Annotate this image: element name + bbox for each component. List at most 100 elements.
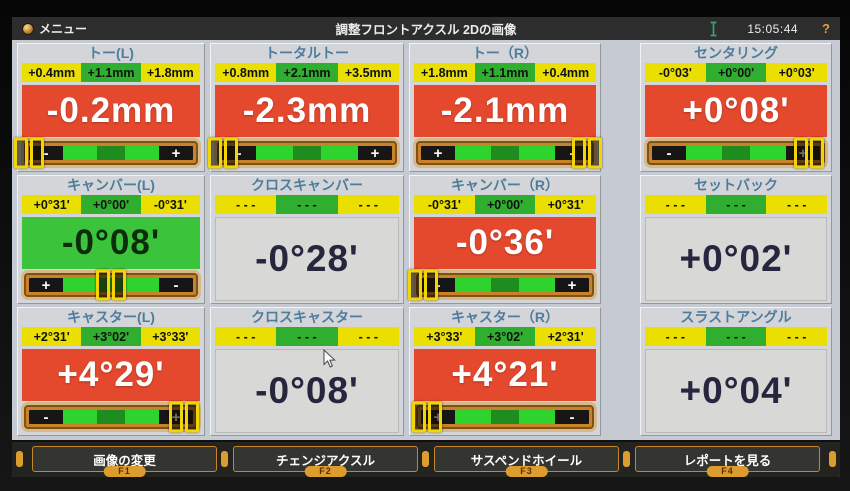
gauge-target-segment xyxy=(97,146,125,160)
measured-value: +0°04' xyxy=(645,349,827,433)
spec-low: - - - xyxy=(645,195,706,214)
gauge-position-indicator xyxy=(571,137,602,169)
spec-target: +1.1mm xyxy=(81,63,141,82)
spec-low: - - - xyxy=(215,195,277,214)
panel-title: キャスター（R） xyxy=(450,309,560,325)
measurement-panel: クロスキャンバー - - - - - - - - - -0°28' xyxy=(210,175,404,304)
panel-title: トー(L) xyxy=(88,45,134,61)
gauge-target-segment xyxy=(97,278,125,292)
header-right: 15:05:44 ? xyxy=(708,21,830,37)
spec-low: +0°31' xyxy=(22,195,82,214)
menu-label: メニュー xyxy=(39,22,88,36)
arrow-cursor-icon xyxy=(323,348,336,373)
gauge-position-indicator xyxy=(96,269,126,301)
spec-target: +2.1mm xyxy=(276,63,338,82)
measured-value: -2.1mm xyxy=(414,85,596,137)
function-button[interactable]: サスペンドホイール F3 xyxy=(422,446,619,477)
spec-target: +0°00' xyxy=(474,195,536,214)
gauge-green-segment xyxy=(63,146,97,160)
spec-high: +1.8mm xyxy=(140,63,200,82)
function-button-label: 画像の変更 xyxy=(93,453,156,468)
measured-value: -0°08' xyxy=(22,217,200,269)
spec-range-row: +3°33' +3°02' +2°31' xyxy=(414,327,597,346)
gauge-green-segment xyxy=(519,278,555,292)
measured-value: -0°08' xyxy=(215,349,399,433)
gauge-green-segment xyxy=(455,146,491,160)
gauge-green-segment xyxy=(750,146,786,160)
spec-low: -0°03' xyxy=(645,63,706,82)
globe-icon xyxy=(22,22,34,35)
spec-low: - - - xyxy=(215,327,277,346)
measurement-panel: キャンバー(L) +0°31' +0°00' -0°31' -0°08' + - xyxy=(17,175,205,304)
measured-value: +4°29' xyxy=(22,349,200,401)
gauge-track: + - xyxy=(29,278,193,292)
gauge-right-sign: + xyxy=(555,278,589,292)
gauge-green-segment xyxy=(455,410,491,424)
panel-title: キャスター(L) xyxy=(67,309,155,325)
spec-target: +3°02' xyxy=(81,327,141,346)
gauge-track: + - xyxy=(421,146,589,160)
gauge-target-segment xyxy=(491,410,519,424)
gauge-target-segment xyxy=(293,146,321,160)
spec-high: +3°33' xyxy=(140,327,200,346)
spec-target: - - - xyxy=(276,327,338,346)
spec-target: +3°02' xyxy=(474,327,536,346)
spec-target: +1.1mm xyxy=(474,63,536,82)
spec-low: +3°33' xyxy=(414,327,475,346)
function-button[interactable]: レポートを見る F4 xyxy=(623,446,820,477)
measured-value: -0.2mm xyxy=(22,85,200,137)
function-key-badge: F1 xyxy=(103,466,146,477)
function-button-label: チェンジアクスル xyxy=(275,453,375,468)
gauge-left-sign: - xyxy=(29,410,63,424)
spec-target: - - - xyxy=(276,195,338,214)
gauge-target-segment xyxy=(491,146,519,160)
gauge-position-indicator xyxy=(408,269,439,301)
spec-range-row: +0°31' +0°00' -0°31' xyxy=(22,195,200,214)
spec-high: - - - xyxy=(766,195,828,214)
alignment-app-screen: メニュー 調整フロントアクスル 2Dの画像 15:05:44 ? トー(L) +… xyxy=(12,17,840,477)
gauge-position-indicator xyxy=(794,137,825,169)
measurement-panel: トータルトー +0.8mm +2.1mm +3.5mm -2.3mm - + xyxy=(207,43,404,172)
measurement-panel: キャンバー（R） -0°31' +0°00' +0°31' -0°36' - + xyxy=(408,175,601,304)
spec-range-row: +0.8mm +2.1mm +3.5mm xyxy=(215,63,399,82)
spec-high: - - - xyxy=(337,327,399,346)
measurement-panel: トー（R） +1.8mm +1.1mm +0.4mm -2.1mm + - xyxy=(409,43,602,172)
gauge-target-segment xyxy=(97,410,125,424)
gauge-position-indicator xyxy=(207,137,238,169)
panel-title: クロスキャスター xyxy=(251,309,363,325)
spec-low: +2°31' xyxy=(22,327,82,346)
gauge-target-segment xyxy=(491,278,519,292)
gauge-right-sign: - xyxy=(159,278,193,292)
function-key-badge: F3 xyxy=(505,466,548,477)
spec-range-row: - - - - - - - - - xyxy=(215,195,399,214)
gauge-green-segment xyxy=(125,410,159,424)
function-button[interactable]: 画像の変更 F1 xyxy=(32,446,217,477)
gauge-right-sign: + xyxy=(159,146,193,160)
gauge-right-sign: + xyxy=(159,410,193,424)
function-button-label: サスペンドホイール xyxy=(470,453,583,468)
gauge-track: - + xyxy=(29,146,193,160)
measured-value: +0°08' xyxy=(645,85,827,137)
gauge-left-sign: - xyxy=(652,146,686,160)
gauge-left-sign: + xyxy=(29,278,63,292)
measurement-panel: クロスキャスター - - - - - - - - - -0°08' xyxy=(210,307,404,436)
gauge-green-segment xyxy=(63,410,97,424)
spec-high: +3.5mm xyxy=(337,63,399,82)
spec-high: - - - xyxy=(337,195,399,214)
gauge-green-segment xyxy=(519,410,555,424)
gauge-position-indicator xyxy=(411,401,442,433)
adjustment-gauge: + - xyxy=(411,401,594,433)
spec-low: +1.8mm xyxy=(414,63,475,82)
spec-high: +0°31' xyxy=(535,195,597,214)
gauge-position-indicator xyxy=(14,137,45,169)
menu-button[interactable]: メニュー xyxy=(22,20,87,37)
measured-value: -0°36' xyxy=(414,217,596,269)
clock-time: 15:05:44 xyxy=(747,21,799,36)
gauge-right-sign: - xyxy=(555,410,589,424)
function-button[interactable]: チェンジアクスル F2 xyxy=(221,446,418,477)
spec-range-row: -0°03' +0°00' +0°03' xyxy=(645,63,828,82)
help-button[interactable]: ? xyxy=(822,21,830,36)
measurement-panel: センタリング -0°03' +0°00' +0°03' +0°08' - + xyxy=(640,43,832,172)
spec-range-row: - - - - - - - - - xyxy=(215,327,399,346)
